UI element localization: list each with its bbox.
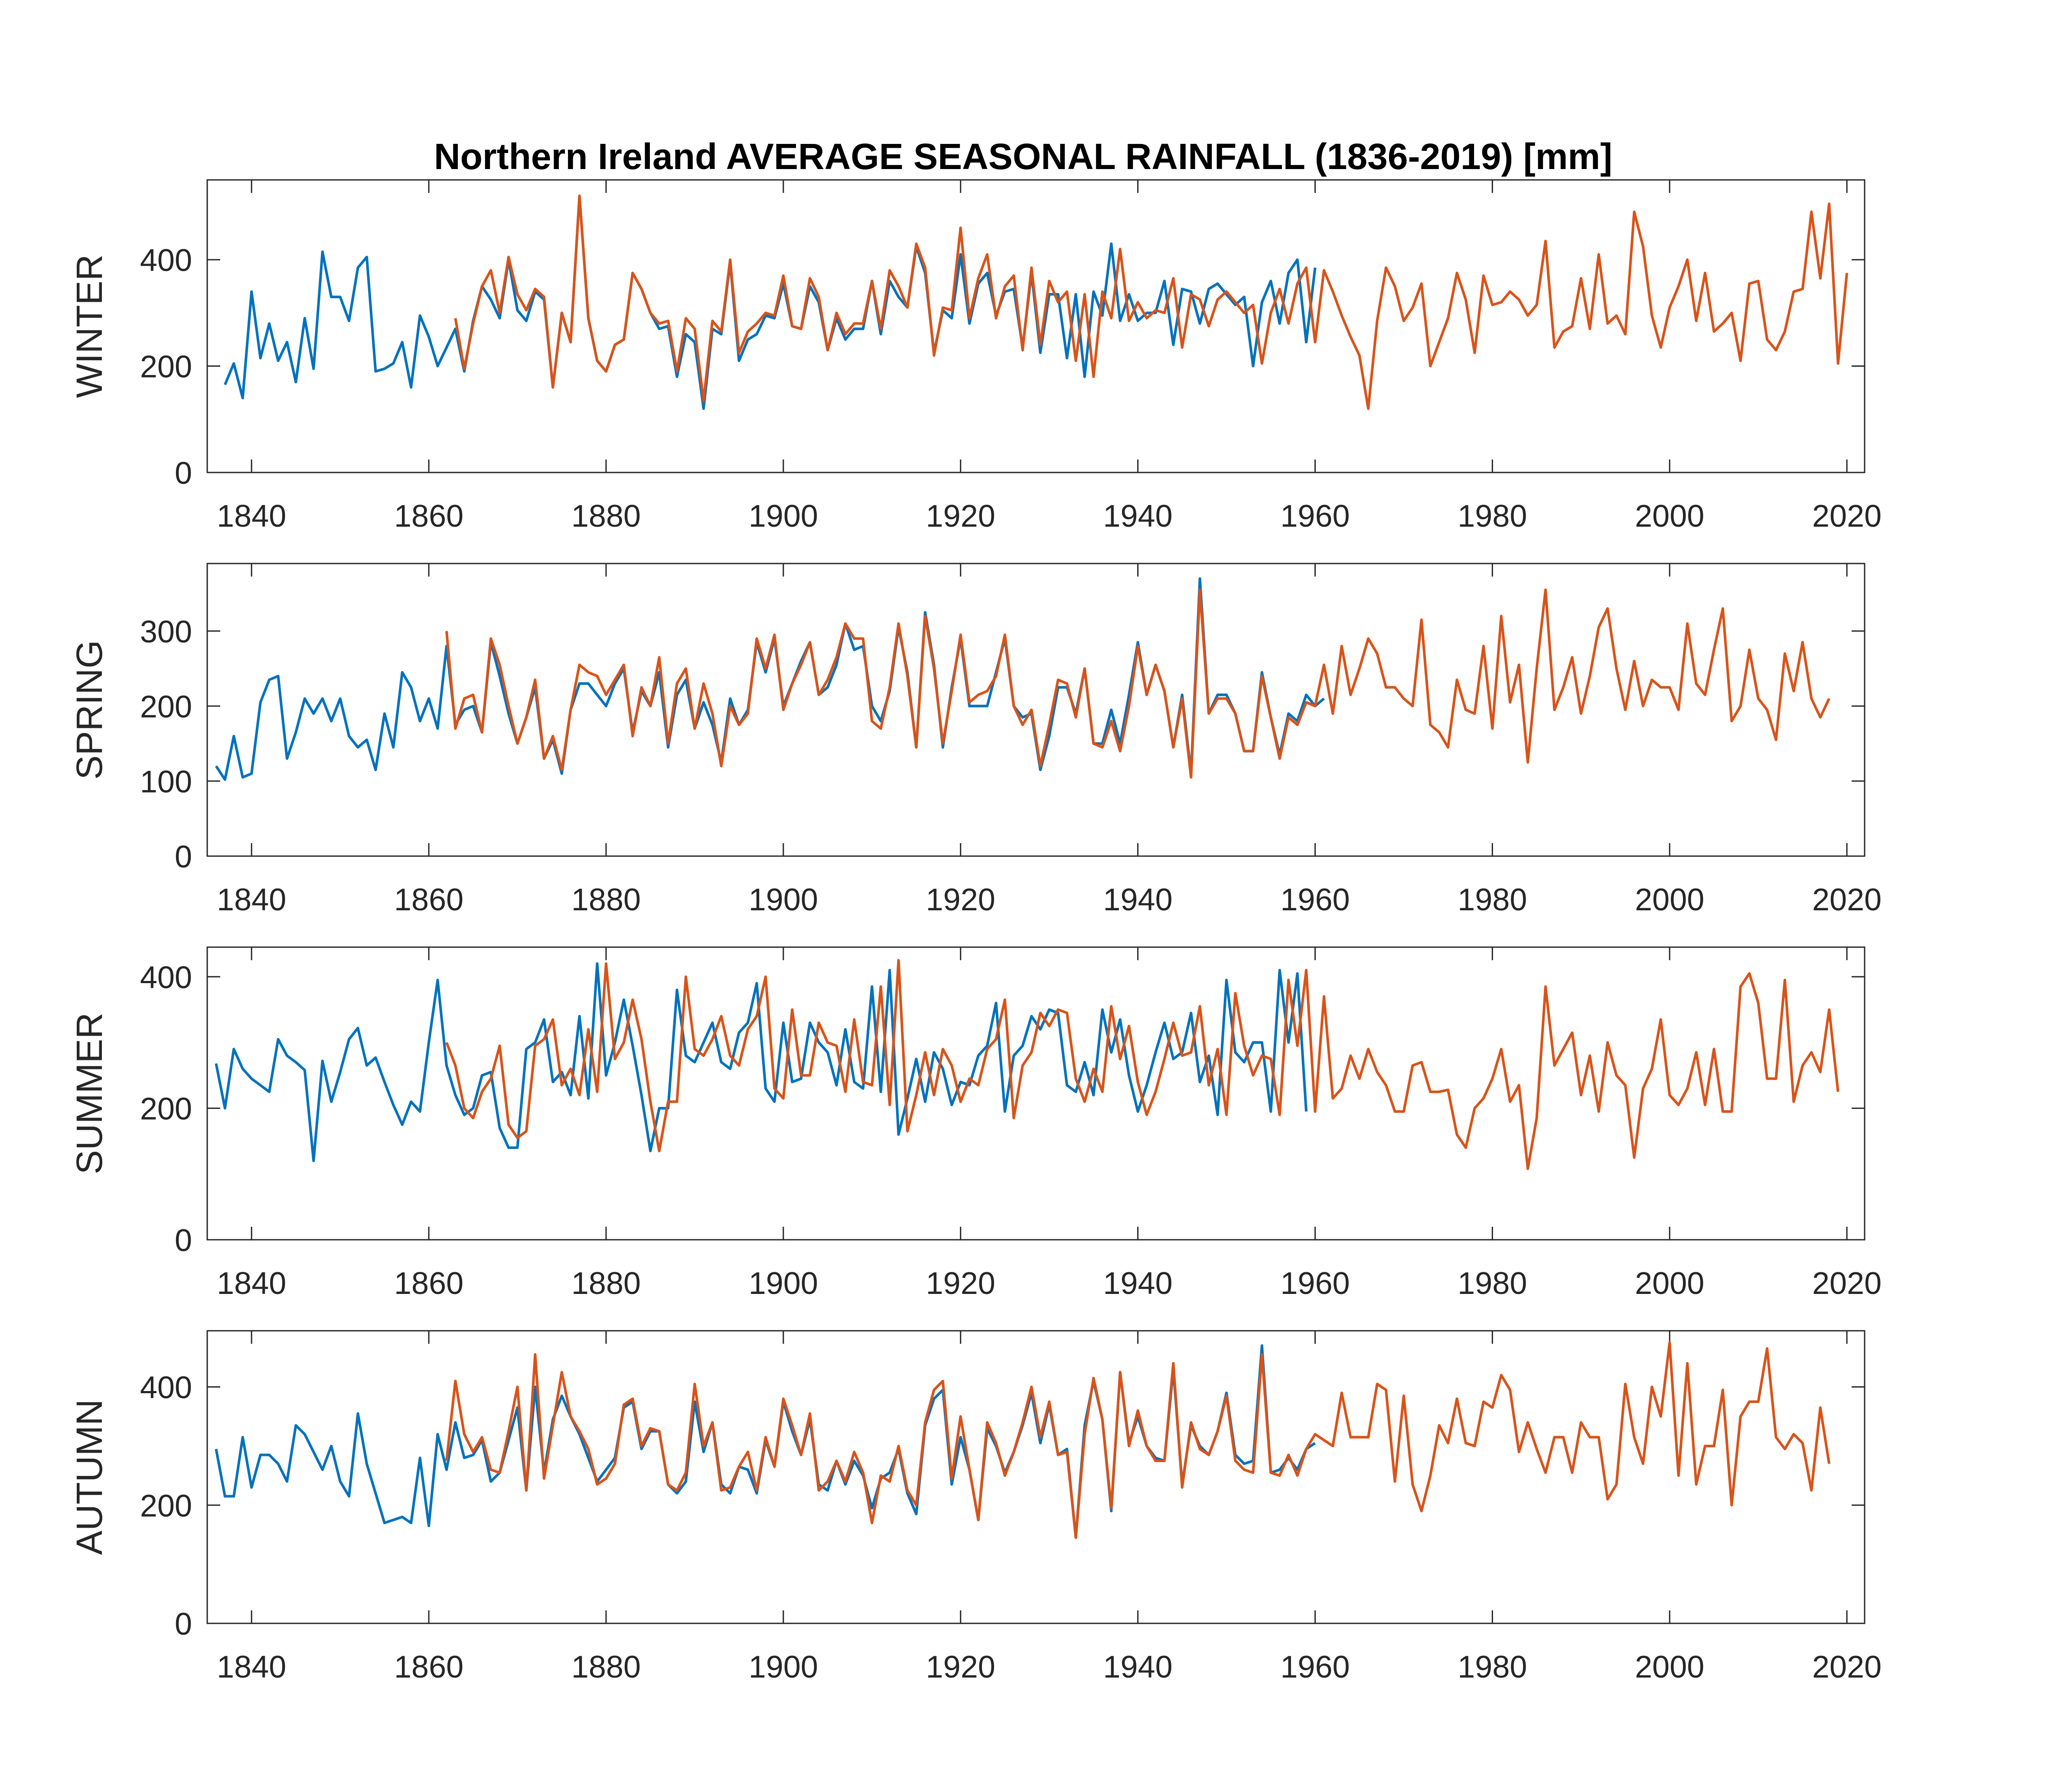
panel-autumn: 1840 1860 1880 1900 1920 1940 1960 1980 2000 2020…	[69, 1330, 1882, 1684]
series-line-2	[445, 1341, 1831, 1539]
axes-box	[206, 179, 1865, 473]
x-tick-label: 1980	[1458, 1650, 1527, 1684]
x-tick-label: 1860	[394, 1650, 463, 1684]
axes-box	[206, 1330, 1865, 1624]
x-tick-label: 1920	[926, 1650, 995, 1684]
y-tick-label: 400	[140, 960, 192, 995]
panels-container: 1840 1860 1880 1900 1920 1940 1960 1980 2000 2020…	[69, 179, 1882, 1684]
x-tick-label: 1960	[1280, 883, 1350, 917]
x-tick-label: 1960	[1280, 1650, 1350, 1684]
y-tick-label: 400	[140, 1371, 192, 1405]
y-tick-label: 300	[140, 615, 192, 649]
y-tick-label: 0	[175, 456, 192, 491]
y-tick-label: 200	[140, 690, 192, 724]
x-tick-label: 1860	[394, 499, 463, 534]
x-tick-label: 2020	[1812, 1650, 1882, 1684]
x-tick-label: 2000	[1635, 883, 1704, 917]
x-tick-label: 1860	[394, 883, 463, 917]
x-tick-label: 1980	[1458, 1266, 1527, 1301]
series-line-2	[445, 588, 1830, 779]
x-tick-label: 1900	[749, 1266, 818, 1301]
panel-winter: 1840 1860 1880 1900 1920 1940 1960 1980 2000 2020…	[69, 179, 1882, 534]
panel-spring: 1840 1860 1880 1900 1920 1940 1960 1980 2000 2020…	[69, 563, 1882, 917]
x-tick-label: 1840	[217, 1266, 286, 1301]
y-tick-label: 100	[140, 765, 192, 799]
chart-title: Northern Ireland AVERAGE SEASONAL RAINFA…	[434, 136, 1612, 177]
y-tick-label: 400	[140, 243, 192, 278]
y-tick-label: 0	[175, 1223, 192, 1258]
x-tick-label: 1900	[749, 499, 818, 534]
x-tick-label: 1860	[394, 1266, 463, 1301]
x-tick-label: 2000	[1635, 1266, 1704, 1301]
x-tick-label: 2020	[1812, 1266, 1882, 1301]
axes-box	[206, 563, 1865, 857]
x-tick-label: 1940	[1103, 1266, 1173, 1301]
panel-summer: 1840 1860 1880 1900 1920 1940 1960 1980 2000 2020…	[69, 946, 1882, 1301]
y-tick-label: 200	[140, 1092, 192, 1127]
series-line-2	[454, 194, 1849, 410]
x-tick-label: 1960	[1280, 1266, 1350, 1301]
x-tick-label: 1880	[571, 883, 641, 917]
x-tick-label: 1960	[1280, 499, 1350, 534]
x-tick-label: 1920	[926, 883, 995, 917]
x-tick-label: 1940	[1103, 883, 1173, 917]
axes-box	[206, 946, 1865, 1241]
x-tick-label: 1900	[749, 1650, 818, 1684]
x-tick-label: 1940	[1103, 1650, 1173, 1684]
x-tick-label: 1920	[926, 1266, 995, 1301]
x-tick-label: 1900	[749, 883, 818, 917]
x-tick-label: 1940	[1103, 499, 1173, 534]
x-tick-label: 1840	[217, 499, 286, 534]
y-axis-label: SPRING	[69, 640, 110, 779]
series-line-1	[215, 577, 1325, 781]
y-tick-label: 0	[175, 1607, 192, 1642]
series-line-2	[445, 959, 1839, 1170]
x-tick-label: 1980	[1458, 883, 1527, 917]
x-tick-label: 1880	[571, 1650, 641, 1684]
x-tick-label: 1840	[217, 883, 286, 917]
x-tick-label: 1880	[571, 499, 641, 534]
x-tick-label: 1840	[217, 1650, 286, 1684]
y-tick-label: 200	[140, 350, 192, 384]
x-tick-label: 1880	[571, 1266, 641, 1301]
x-tick-label: 1980	[1458, 499, 1527, 534]
y-tick-label: 0	[175, 840, 192, 874]
x-tick-label: 2000	[1635, 1650, 1704, 1684]
y-tick-label: 200	[140, 1489, 192, 1523]
y-axis-label: WINTER	[69, 254, 110, 398]
x-tick-label: 1920	[926, 499, 995, 534]
y-axis-label: AUTUMN	[69, 1399, 110, 1555]
y-axis-label: SUMMER	[69, 1013, 110, 1174]
x-tick-label: 2020	[1812, 499, 1882, 534]
series-line-1	[224, 194, 1317, 410]
x-tick-label: 2000	[1635, 499, 1704, 534]
x-tick-label: 2020	[1812, 883, 1882, 917]
